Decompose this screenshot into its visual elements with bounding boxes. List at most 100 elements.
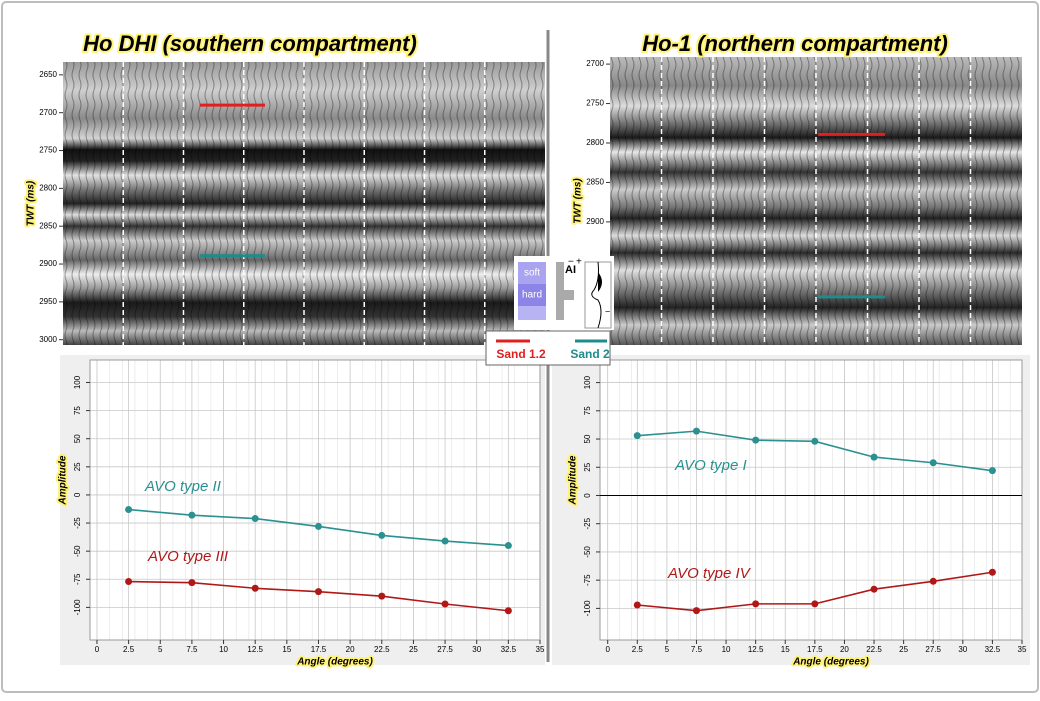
plus-label: + — [576, 257, 582, 268]
x-tick-label: 22.5 — [374, 645, 390, 654]
soft-label: soft — [524, 268, 540, 279]
y-tick-label: 75 — [583, 406, 592, 415]
x-tick-label: 17.5 — [807, 645, 823, 654]
y-tick-label: 2900 — [586, 217, 604, 226]
x-tick-label: 5 — [665, 645, 670, 654]
plot-area — [90, 360, 540, 640]
y-tick-label: 3000 — [39, 335, 57, 344]
y-axis-label: Amplitude — [58, 455, 69, 505]
base-box — [518, 306, 546, 320]
data-point — [929, 459, 937, 467]
y-tick-label: -100 — [583, 600, 592, 617]
chart-title: Ho DHI (southern compartment) — [83, 31, 417, 56]
y-tick-label: 2900 — [39, 259, 57, 268]
plot-area — [600, 360, 1022, 640]
data-point — [752, 600, 760, 608]
y-tick-label: -75 — [583, 574, 592, 586]
legend-label: Sand 1.2 — [496, 347, 546, 361]
x-tick-label: 5 — [158, 645, 163, 654]
wavelet-minus: − — [605, 306, 610, 316]
y-tick-label: 50 — [73, 434, 82, 443]
data-point — [988, 467, 996, 475]
hard-label: hard — [522, 290, 542, 301]
x-tick-label: 0 — [95, 645, 100, 654]
data-point — [633, 432, 641, 440]
y-tick-label: -25 — [583, 517, 592, 529]
y-tick-label: 100 — [583, 375, 592, 389]
x-tick-label: 25 — [409, 645, 418, 654]
x-tick-label: 35 — [536, 645, 545, 654]
y-tick-label: -50 — [73, 545, 82, 557]
x-tick-label: 32.5 — [985, 645, 1001, 654]
plot-frame — [599, 359, 1023, 641]
x-tick-label: 12.5 — [748, 645, 764, 654]
data-point — [188, 511, 196, 519]
x-tick-label: 20 — [840, 645, 849, 654]
y-tick-label: 2700 — [586, 59, 604, 68]
x-tick-label: 15 — [282, 645, 291, 654]
data-point — [441, 537, 449, 545]
data-point — [378, 592, 386, 600]
data-point — [870, 453, 878, 461]
series-label: AVO type I — [674, 457, 747, 474]
y-tick-label: 2750 — [586, 99, 604, 108]
data-point — [504, 542, 512, 550]
series-label: AVO type III — [147, 548, 228, 565]
x-tick-label: 2.5 — [632, 645, 644, 654]
data-point — [314, 588, 322, 596]
plot-frame — [89, 359, 541, 641]
x-tick-label: 10 — [219, 645, 228, 654]
wavelet-lobe — [598, 272, 602, 292]
data-point — [811, 600, 819, 608]
y-tick-label: 2750 — [39, 146, 57, 155]
x-tick-label: 32.5 — [501, 645, 517, 654]
x-tick-label: 35 — [1018, 645, 1027, 654]
y-tick-label: 50 — [583, 434, 592, 443]
y-tick-label: 2950 — [39, 297, 57, 306]
x-axis-label: Angle (degrees) — [792, 657, 869, 668]
charts: Ho DHI (southern compartment) TWT (ms) 265… — [24, 29, 1027, 670]
y-axis-label: TWT (ms) — [26, 180, 37, 226]
data-point — [251, 515, 259, 523]
y-tick-label: 2850 — [39, 221, 57, 230]
x-tick-label: 7.5 — [691, 645, 703, 654]
chart-title: Ho-1 (northern compartment) — [642, 31, 948, 56]
y-tick-label: 2850 — [586, 178, 604, 187]
x-tick-label: 17.5 — [311, 645, 327, 654]
ai-step — [556, 290, 574, 300]
data-point — [752, 436, 760, 444]
x-tick-label: 27.5 — [437, 645, 453, 654]
legend: Sand 1.2 Sand 2 — [485, 330, 611, 366]
y-tick-label: 2800 — [586, 138, 604, 147]
data-point — [692, 607, 700, 615]
data-point — [633, 601, 641, 609]
series-label: AVO type IV — [667, 565, 752, 582]
x-tick-label: 10 — [722, 645, 731, 654]
data-point — [125, 506, 133, 514]
y-tick-label: -75 — [73, 573, 82, 585]
data-point — [251, 584, 259, 592]
x-tick-label: 12.5 — [247, 645, 263, 654]
hard-box — [518, 284, 546, 306]
y-tick-label: 25 — [73, 462, 82, 471]
legend-box — [485, 330, 611, 366]
x-tick-label: 30 — [472, 645, 481, 654]
y-tick-label: 100 — [73, 375, 82, 389]
data-point — [441, 600, 449, 608]
x-tick-label: 20 — [346, 645, 355, 654]
y-tick-label: 2800 — [39, 183, 57, 192]
wavelet-plus: + — [605, 264, 610, 274]
soft-box — [518, 262, 546, 284]
y-tick-label: 2700 — [39, 108, 57, 117]
x-tick-label: 22.5 — [866, 645, 882, 654]
y-axis-label: TWT (ms) — [573, 178, 584, 224]
y-tick-label: -100 — [73, 599, 82, 616]
data-point — [929, 577, 937, 585]
x-tick-label: 0 — [605, 645, 610, 654]
y-tick-label: 2650 — [39, 70, 57, 79]
x-axis-label: Angle (degrees) — [296, 657, 373, 668]
data-point — [125, 578, 133, 586]
y-tick-label: 25 — [583, 462, 592, 471]
ai-label: AI — [565, 264, 576, 276]
